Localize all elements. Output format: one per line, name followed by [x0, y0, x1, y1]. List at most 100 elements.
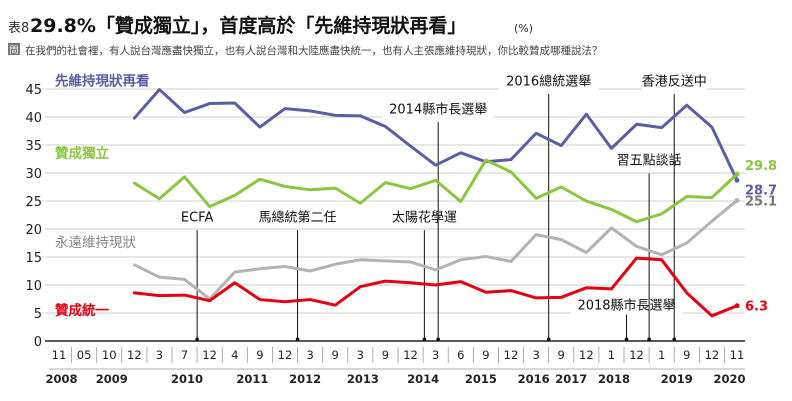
- year-label: 2018: [598, 372, 630, 386]
- annotation-dot: [672, 337, 677, 342]
- survey-question: 在我們的社會裡，有人說台灣應盡快獨立，也有人說台灣和大陸應盡快統一，也有人主張應…: [25, 44, 603, 57]
- annotation-label-bg: [616, 150, 682, 170]
- series-end-point: [734, 303, 740, 309]
- y-tick-label: 5: [34, 307, 42, 322]
- year-label: 2016: [518, 372, 550, 386]
- year-label: 2011: [236, 372, 268, 386]
- y-tick-label: 0: [34, 335, 42, 350]
- series-name-label: 贊成統一: [55, 302, 109, 319]
- series-end-label: 28.7: [745, 183, 777, 198]
- year-label: 2015: [465, 372, 497, 386]
- annotation-label: 馬總統第二任: [259, 210, 337, 226]
- question-badge-box: [8, 43, 20, 55]
- year-label: 2017: [555, 372, 587, 386]
- annotation-dot: [624, 337, 629, 342]
- annotation-dot: [195, 337, 199, 342]
- chart-title: 29.8%「贊成獨立」，首度高於「先維持現狀再看」: [30, 14, 466, 37]
- x-tick-label: 12: [403, 348, 418, 362]
- year-label: 2008: [46, 372, 78, 386]
- x-tick-label: 12: [504, 348, 519, 362]
- x-tick-label: 9: [382, 348, 389, 362]
- table-number: 表8: [8, 21, 29, 36]
- x-tick-label: 9: [332, 348, 339, 362]
- annotation-label-bg: [498, 71, 599, 91]
- annotation-dot: [546, 337, 551, 342]
- annotation-dot: [436, 337, 440, 342]
- annotation-label: 2018縣市長選舉: [577, 298, 675, 314]
- series-line-0: [132, 88, 739, 182]
- series-line-2: [132, 198, 739, 301]
- annotation-label-bg: [392, 207, 457, 227]
- x-tick-label: 11: [52, 348, 67, 362]
- x-tick-label: 3: [357, 348, 364, 362]
- annotation-label: 習五點談話: [617, 153, 682, 169]
- series-line-1: [132, 158, 739, 224]
- year-label: 2009: [96, 372, 128, 386]
- annotation-dot: [422, 337, 427, 342]
- x-tick-label: 12: [579, 348, 594, 362]
- unit-label: (%): [514, 22, 533, 35]
- x-tick-label: 3: [306, 348, 313, 362]
- annotation-label-bg: [259, 207, 336, 227]
- annotation-label: 2016總統選舉: [506, 74, 591, 90]
- x-tick-label: 1: [608, 348, 615, 362]
- annotation-dot: [295, 337, 300, 342]
- series-name-label: 先維持現狀再看: [55, 73, 150, 90]
- series-end-label: 25.1: [745, 194, 777, 209]
- x-tick-label: 12: [278, 348, 293, 362]
- y-tick-label: 25: [25, 195, 42, 210]
- year-label: 2019: [661, 372, 693, 386]
- x-tick-label: 9: [558, 348, 565, 362]
- y-tick-label: 20: [25, 223, 42, 238]
- x-tick-label: 6: [457, 348, 464, 362]
- annotation-label: 2014縣市長選舉: [389, 102, 487, 118]
- annotation-dot: [647, 337, 651, 342]
- y-tick-label: 10: [25, 279, 42, 294]
- x-tick-label: 4: [231, 348, 238, 362]
- x-tick-label: 12: [127, 348, 142, 362]
- x-tick-label: 12: [629, 348, 644, 362]
- annotation-label: ECFA: [181, 211, 214, 226]
- x-tick-label: 11: [730, 348, 745, 362]
- x-tick-label: 9: [482, 348, 489, 362]
- series-name-label: 贊成獨立: [55, 145, 109, 162]
- x-tick-label: 3: [156, 348, 163, 362]
- x-tick-label: 3: [432, 348, 439, 362]
- y-tick-label: 35: [25, 139, 42, 154]
- y-tick-label: 15: [25, 251, 42, 266]
- x-tick-label: 12: [705, 348, 720, 362]
- annotation-label: 香港反送中: [642, 75, 707, 90]
- series-end-point: [734, 171, 740, 177]
- annotation-label-bg: [570, 295, 683, 315]
- year-label: 2013: [347, 372, 379, 386]
- y-tick-label: 30: [25, 167, 42, 182]
- series-lines: [132, 88, 740, 318]
- series-end-label: 6.3: [745, 300, 768, 315]
- x-tick-label: 1: [658, 348, 665, 362]
- x-tick-label: 9: [683, 348, 690, 362]
- series-end-point: [734, 197, 740, 203]
- year-label: 2014: [407, 372, 439, 386]
- series-name-label: 永遠維持現狀: [55, 235, 136, 251]
- x-tick-label: 7: [181, 348, 188, 362]
- event-annotations: ECFA 馬總統第二任 太陽花學運 2014縣市長選舉 2016總統選舉 2018縣市長選…: [170, 71, 707, 342]
- year-label: 2010: [171, 372, 203, 386]
- x-tick-label: 12: [202, 348, 217, 362]
- series-end-label: 29.8: [745, 159, 777, 174]
- x-tick-label: 05: [77, 348, 92, 362]
- x-tick-label: 3: [532, 348, 539, 362]
- year-label: 2012: [289, 372, 321, 386]
- x-tick-label: 9: [256, 348, 263, 362]
- series-labels: 28.7 先維持現狀再看 29.8 贊成獨立 25.1 永遠維持現狀 6.3 贊成統一: [55, 73, 777, 320]
- y-tick-label: 45: [25, 83, 42, 98]
- grid-lines: [45, 88, 745, 314]
- y-tick-label: 40: [25, 111, 42, 126]
- year-label: 2020: [713, 372, 745, 386]
- annotation-label-bg: [641, 71, 707, 91]
- annotation-label-bg: [170, 207, 224, 227]
- series-line-3: [132, 256, 739, 318]
- x-tick-label: 10: [102, 348, 117, 362]
- annotation-label: 太陽花學運: [392, 210, 457, 226]
